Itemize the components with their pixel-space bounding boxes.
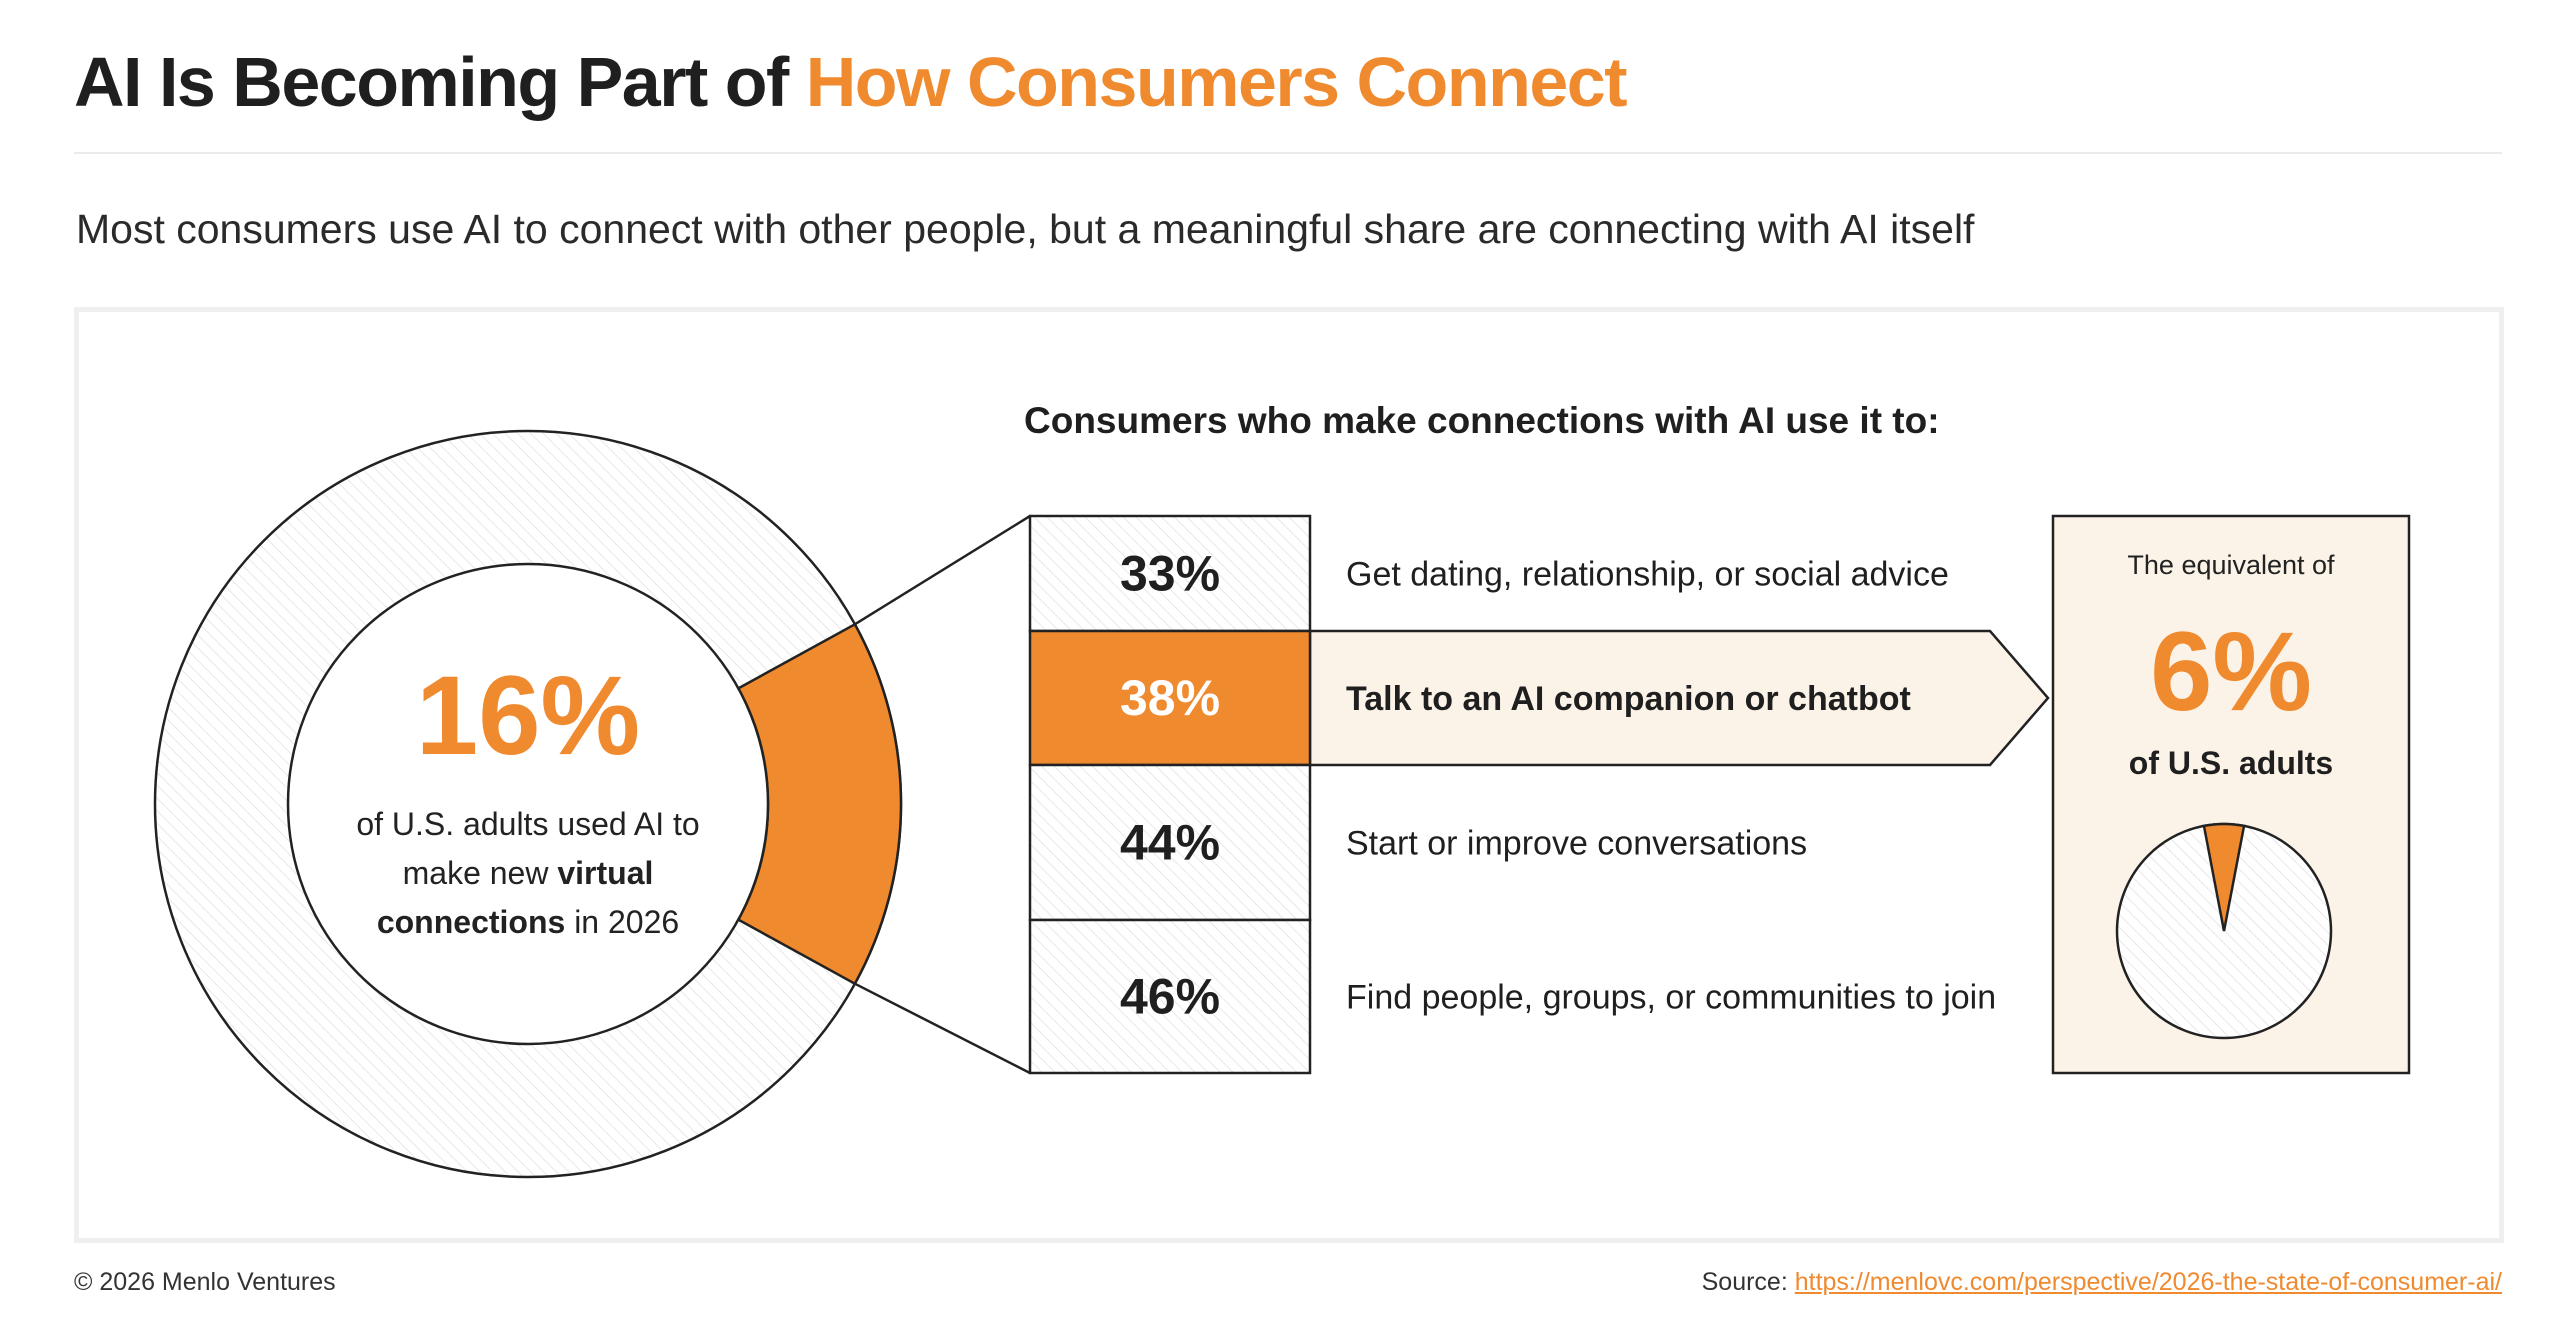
- usage-table: 33% Get dating, relationship, or social a…: [1028, 514, 2050, 1075]
- table-row-label: Talk to an AI companion or chatbot: [1346, 680, 1911, 718]
- title-accent: How Consumers Connect: [805, 43, 1628, 121]
- table-row-label: Start or improve conversations: [1346, 825, 1807, 863]
- equivalent-unit: of U.S. adults: [2129, 745, 2333, 781]
- donut-center-value: 16%: [416, 653, 640, 778]
- equivalent-value: 6%: [2150, 609, 2312, 734]
- page-title: AI Is Becoming Part of How Consumers Con…: [74, 40, 1628, 124]
- chart-panel: 16% of U.S. adults used AI to make new v…: [74, 307, 2504, 1243]
- source-line: Source: https://menlovc.com/perspective/…: [1702, 1268, 2502, 1297]
- table-row-label: Get dating, relationship, or social advi…: [1346, 556, 1949, 594]
- donut-caption-line3: connections in 2026: [377, 904, 679, 940]
- table-value-label: 38%: [1120, 670, 1220, 726]
- title-prefix: AI Is Becoming Part of: [74, 43, 789, 121]
- connector-line-bottom: [854, 982, 1031, 1075]
- table-value-label: 44%: [1120, 815, 1220, 871]
- source-link[interactable]: https://menlovc.com/perspective/2026-the…: [1794, 1268, 2502, 1296]
- donut-chart: 16% of U.S. adults used AI to make new v…: [153, 429, 1031, 1179]
- equivalent-box: The equivalent of 6% of U.S. adults: [2051, 514, 2411, 1075]
- table-value-label: 33%: [1120, 546, 1220, 602]
- donut-caption-line2: make new virtual: [403, 855, 654, 891]
- infographic-chart: 16% of U.S. adults used AI to make new v…: [153, 400, 2411, 1179]
- table-value-cell: [1028, 629, 1312, 767]
- title-divider: [74, 152, 2502, 154]
- donut-inner-hole: [286, 562, 770, 1046]
- table-value-cell: [1028, 918, 1312, 1075]
- source-label: Source:: [1701, 1268, 1788, 1296]
- copyright: © 2026 Menlo Ventures: [74, 1268, 336, 1296]
- donut-caption-line1: of U.S. adults used AI to: [356, 806, 699, 842]
- page-subtitle: Most consumers use AI to connect with ot…: [76, 206, 1975, 252]
- equivalent-top-text: The equivalent of: [2127, 550, 2335, 580]
- table-row-label: Find people, groups, or communities to j…: [1346, 979, 1996, 1017]
- table-value-label: 46%: [1120, 969, 1220, 1025]
- table-value-cell: [1028, 763, 1312, 922]
- connector-line-top: [854, 514, 1031, 626]
- pie-slice: [2202, 822, 2246, 932]
- table-heading: Consumers who make connections with AI u…: [1024, 400, 1940, 441]
